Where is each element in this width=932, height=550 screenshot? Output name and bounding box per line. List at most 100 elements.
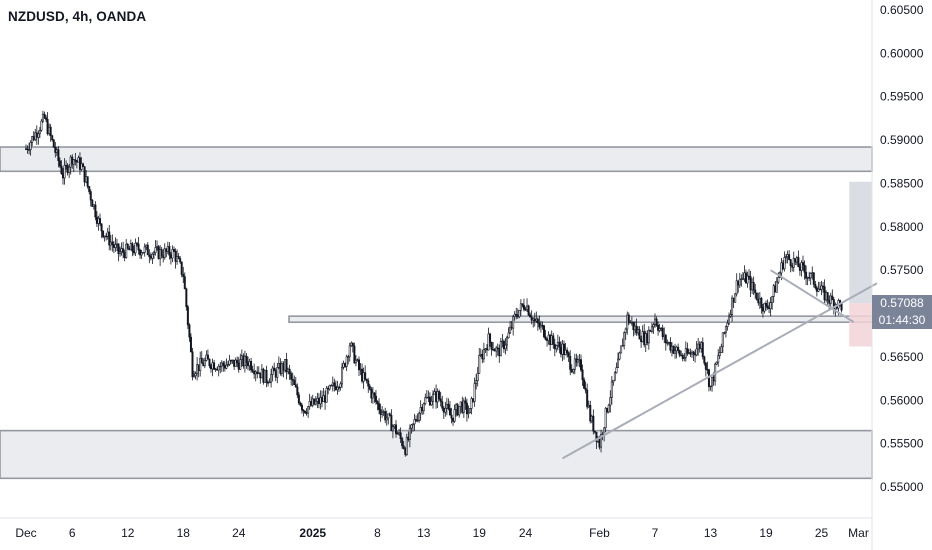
candle	[425, 389, 428, 399]
candle-body	[815, 287, 818, 292]
last-price-label[interactable]: 0.57088	[872, 295, 932, 312]
candle	[795, 255, 798, 266]
candle-body	[698, 343, 701, 349]
candle-body	[812, 272, 815, 285]
candle	[297, 392, 300, 405]
candle	[729, 309, 732, 319]
candle	[374, 389, 377, 405]
candle	[704, 362, 707, 377]
candle-body	[777, 277, 780, 283]
candle-body	[242, 355, 245, 367]
candle-body	[760, 297, 763, 308]
candle	[808, 271, 811, 282]
candle-body	[313, 398, 316, 405]
candle	[552, 332, 555, 349]
candle-body	[424, 397, 427, 405]
candle	[296, 383, 299, 398]
candle-body	[65, 165, 68, 167]
candle-body	[129, 243, 132, 251]
candle-body	[271, 367, 274, 375]
candle-body	[456, 404, 459, 416]
candle-body	[373, 392, 376, 397]
candle-body	[342, 363, 345, 368]
candle	[738, 272, 741, 288]
candle-body	[77, 157, 80, 163]
candle	[792, 251, 795, 272]
candle-body	[741, 278, 744, 280]
candle-body	[704, 362, 707, 370]
candle-body	[448, 408, 451, 416]
candle	[311, 394, 314, 408]
candle-body	[359, 368, 362, 371]
candle-body	[546, 338, 549, 341]
candle	[243, 350, 246, 373]
candle-body	[307, 406, 310, 414]
candle-body	[650, 326, 653, 332]
candle	[165, 247, 168, 258]
time-tick-label: 25	[815, 526, 829, 540]
candle-body	[766, 305, 769, 309]
candle	[327, 385, 330, 395]
candle-body	[743, 272, 746, 280]
candle	[186, 304, 189, 329]
candle	[242, 353, 245, 369]
candle	[83, 166, 86, 187]
candle-body	[532, 318, 535, 321]
price-tick-label: 0.55500	[880, 437, 924, 451]
candle	[724, 325, 727, 338]
candle-body	[40, 120, 43, 131]
candle-body	[260, 368, 263, 379]
candle	[774, 280, 777, 293]
candle-body	[598, 438, 601, 448]
candle	[684, 341, 687, 362]
candle-body	[83, 166, 86, 183]
candle-body	[148, 254, 151, 257]
candle	[213, 359, 216, 370]
candle-body	[382, 411, 385, 413]
candle	[92, 204, 95, 210]
candle	[549, 333, 552, 351]
candle-body	[294, 384, 297, 388]
candle	[711, 376, 714, 392]
candle-body	[550, 335, 553, 345]
candle	[590, 414, 593, 424]
candle-body	[798, 266, 801, 271]
candle-body	[211, 362, 214, 370]
candle-body	[48, 126, 51, 134]
candle	[814, 280, 817, 290]
candle	[498, 344, 501, 363]
candle	[112, 240, 115, 253]
candle	[325, 386, 328, 403]
candle-body	[569, 356, 572, 370]
candle-body	[826, 292, 829, 301]
candle	[757, 292, 760, 306]
candle	[145, 244, 148, 251]
candle-body	[131, 243, 134, 252]
candle-body	[125, 243, 128, 258]
candle-body	[240, 355, 243, 360]
candle-body	[214, 368, 217, 371]
candle	[677, 343, 680, 354]
candle	[88, 185, 91, 195]
candle	[618, 351, 621, 361]
candle-body	[314, 400, 317, 405]
candle	[752, 276, 755, 296]
candle	[89, 189, 92, 207]
zone-2	[0, 429, 873, 480]
candle	[49, 124, 52, 142]
candle-body	[336, 386, 339, 390]
candle	[522, 298, 525, 312]
candle	[589, 400, 592, 424]
candle-body	[331, 382, 334, 386]
candle-body	[692, 351, 695, 355]
candle-body	[410, 424, 413, 429]
candle-body	[655, 318, 658, 326]
candle	[156, 240, 159, 251]
candle-body	[769, 302, 772, 309]
candle-body	[552, 335, 555, 345]
candle	[240, 349, 243, 367]
candle	[282, 361, 285, 378]
candle	[254, 370, 257, 382]
candle	[230, 359, 233, 365]
